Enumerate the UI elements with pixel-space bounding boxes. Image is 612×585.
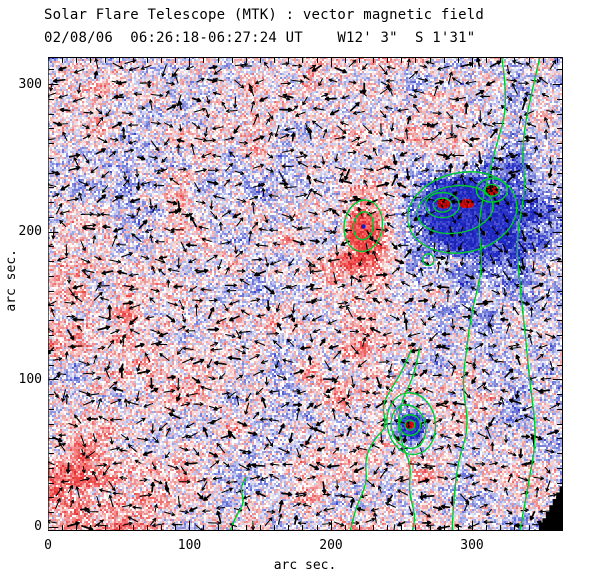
y-tick-label-200: 200 xyxy=(18,224,42,239)
x-axis-label: arc sec. xyxy=(273,558,337,573)
x-tick-label-200: 200 xyxy=(319,538,343,553)
y-tick-label-100: 100 xyxy=(18,372,42,387)
figure-subtitle: 02/08/06 06:26:18-06:27:24 UT W12' 3" S … xyxy=(44,30,476,46)
figure-title: Solar Flare Telescope (MTK) : vector mag… xyxy=(44,7,485,23)
x-tick-label-300: 300 xyxy=(460,538,484,553)
x-tick-label-100: 100 xyxy=(177,538,202,553)
x-tick-label-0: 0 xyxy=(44,538,52,553)
magnetogram-canvas xyxy=(48,57,563,531)
y-axis-label: arc sec. xyxy=(4,249,19,312)
y-tick-label-0: 0 xyxy=(34,519,42,534)
y-tick-label-300: 300 xyxy=(18,77,42,92)
